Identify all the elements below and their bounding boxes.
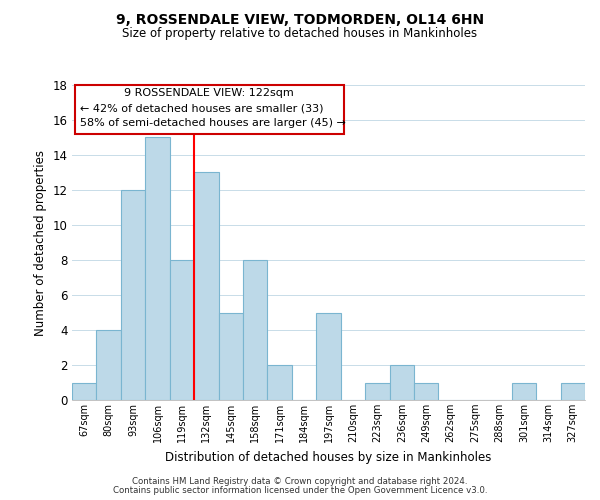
Text: ← 42% of detached houses are smaller (33): ← 42% of detached houses are smaller (33… [80,104,323,114]
Bar [268,365,292,400]
Text: Contains public sector information licensed under the Open Government Licence v3: Contains public sector information licen… [113,486,487,495]
Text: Size of property relative to detached houses in Mankinholes: Size of property relative to detached ho… [122,28,478,40]
Bar [414,382,439,400]
Bar [365,382,389,400]
Bar [97,330,121,400]
Bar [72,382,97,400]
Bar [560,382,585,400]
Bar [194,172,218,400]
Bar [316,312,341,400]
Text: 58% of semi-detached houses are larger (45) →: 58% of semi-detached houses are larger (… [80,118,346,128]
Bar [243,260,268,400]
Text: 9 ROSSENDALE VIEW: 122sqm: 9 ROSSENDALE VIEW: 122sqm [124,88,294,98]
Text: Contains HM Land Registry data © Crown copyright and database right 2024.: Contains HM Land Registry data © Crown c… [132,477,468,486]
Bar [218,312,243,400]
Text: 9, ROSSENDALE VIEW, TODMORDEN, OL14 6HN: 9, ROSSENDALE VIEW, TODMORDEN, OL14 6HN [116,12,484,26]
Bar [121,190,145,400]
FancyBboxPatch shape [74,85,344,134]
Bar [512,382,536,400]
Y-axis label: Number of detached properties: Number of detached properties [34,150,47,336]
Bar [145,138,170,400]
X-axis label: Distribution of detached houses by size in Mankinholes: Distribution of detached houses by size … [166,450,491,464]
Bar [389,365,414,400]
Bar [170,260,194,400]
